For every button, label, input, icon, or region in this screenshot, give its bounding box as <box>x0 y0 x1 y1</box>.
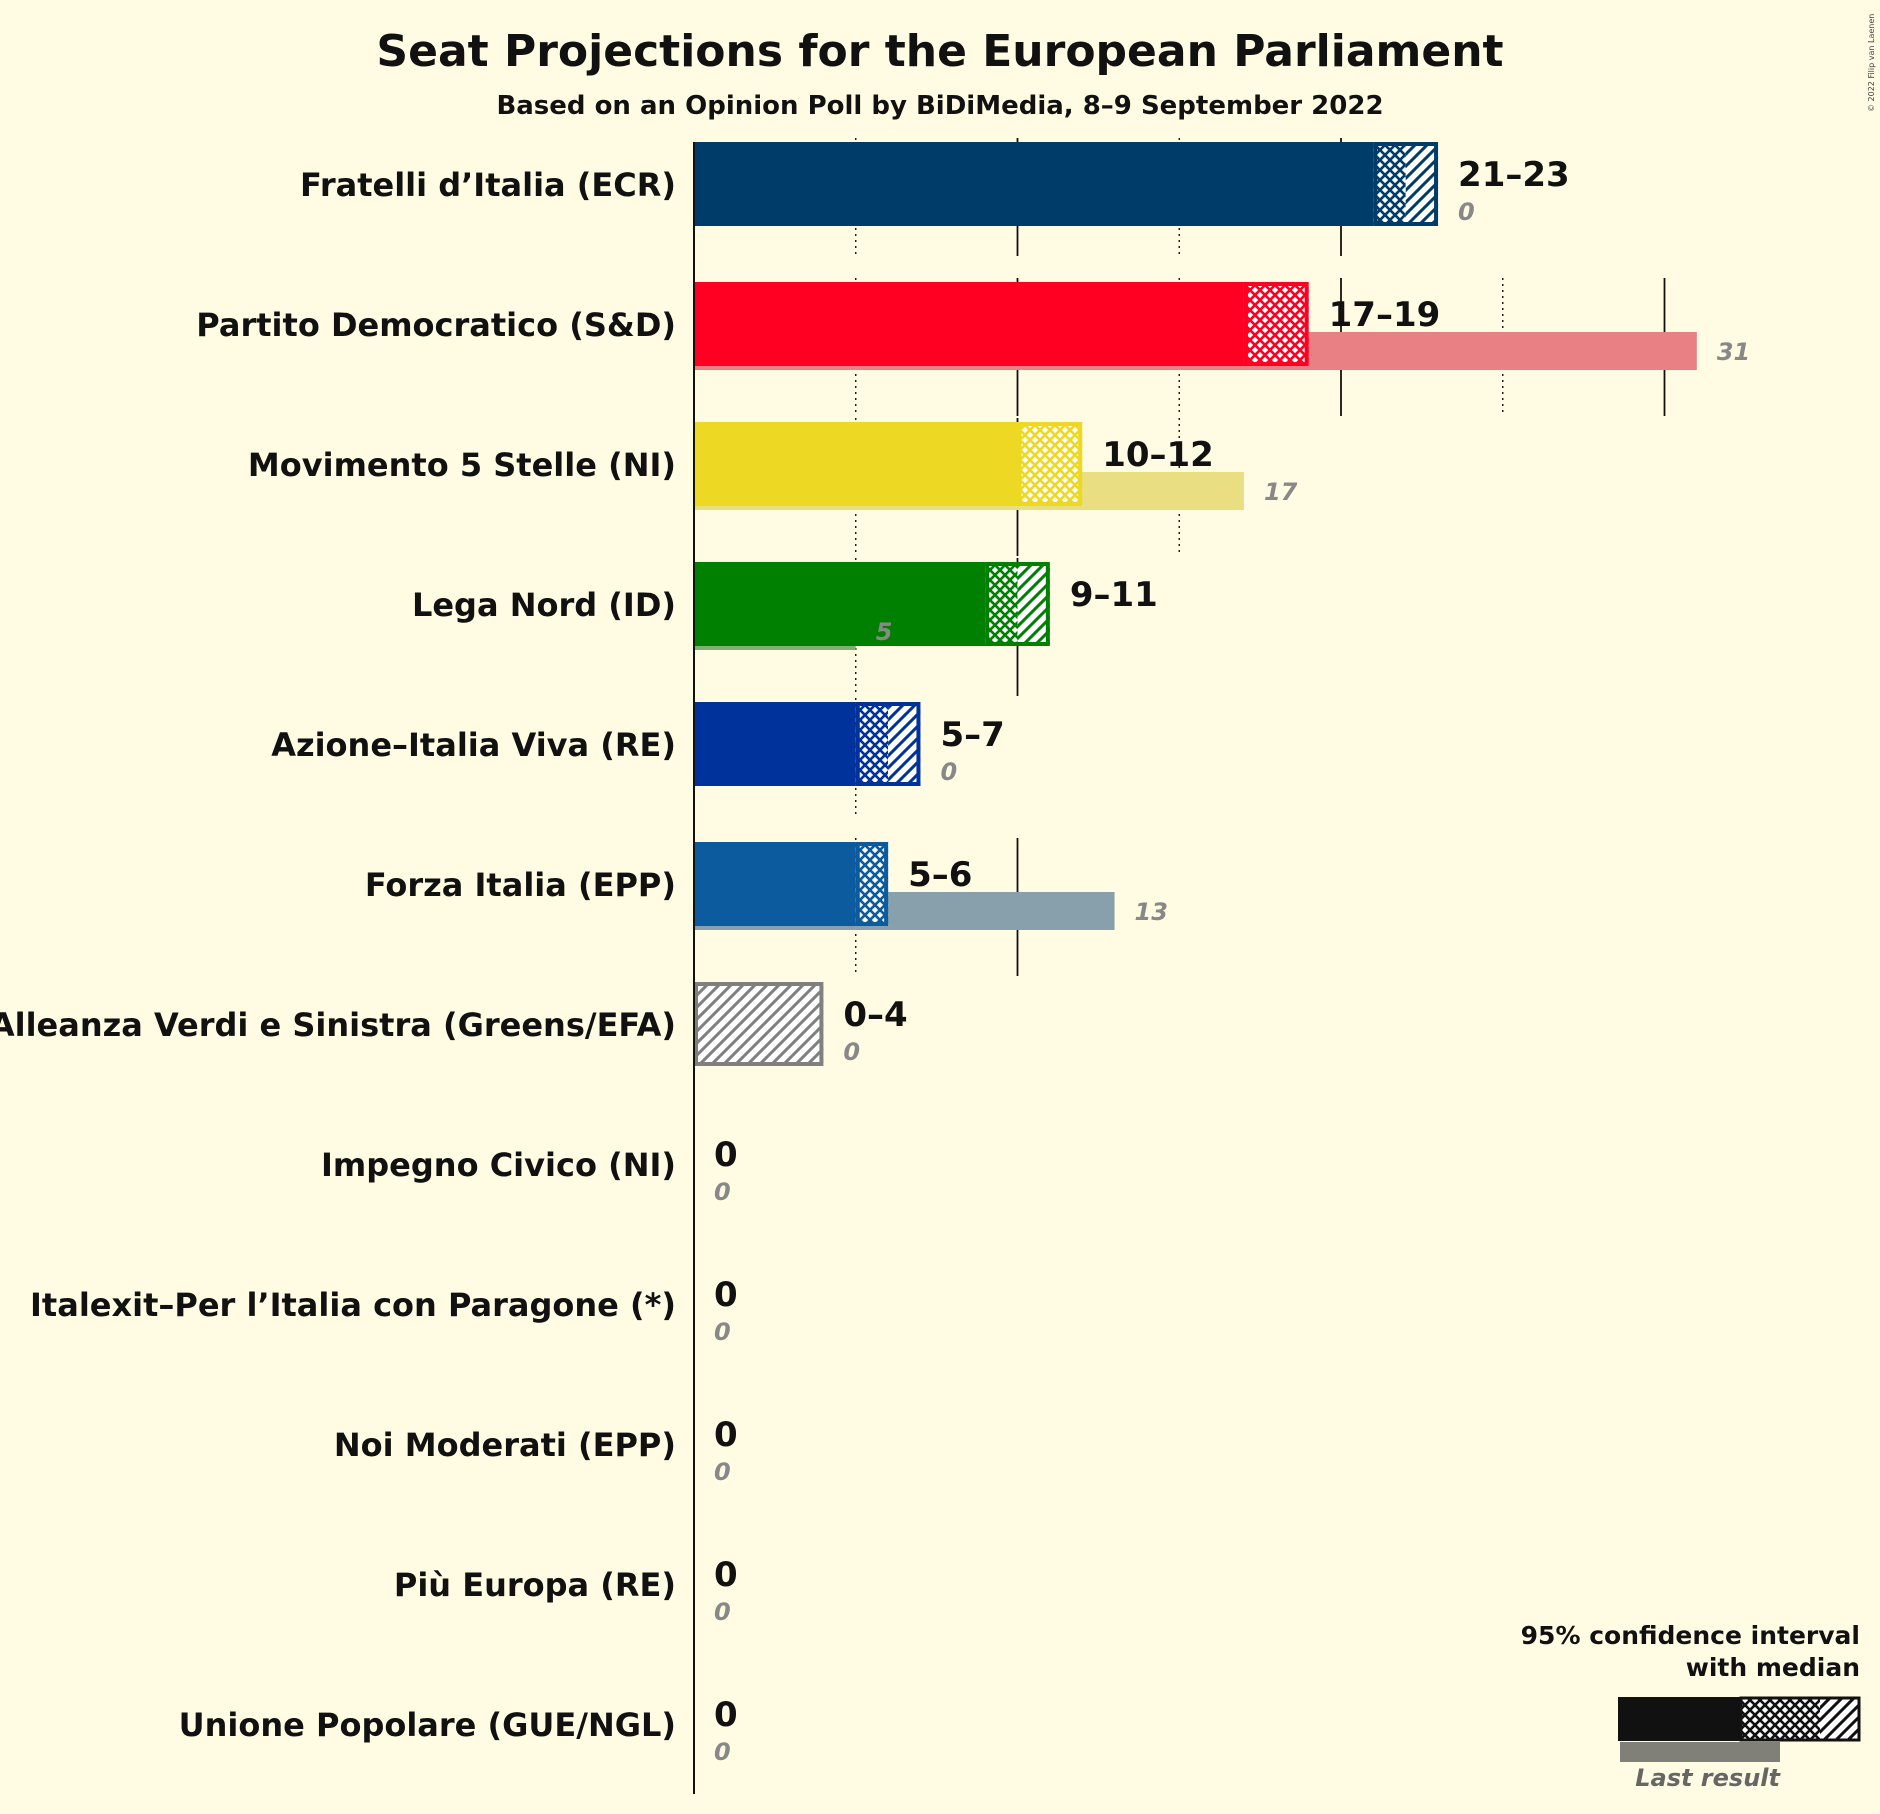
projection-bar <box>694 422 1018 506</box>
party-label: Azione–Italia Viva (RE) <box>271 726 676 764</box>
range-label: 0 <box>714 1135 738 1175</box>
party-label: Impegno Civico (NI) <box>321 1146 676 1184</box>
projection-bar <box>694 562 986 646</box>
party-label: Lega Nord (ID) <box>412 586 676 624</box>
party-row: Unione Popolare (GUE/NGL) 0 0 <box>179 1695 738 1766</box>
party-row: Noi Moderati (EPP) 0 0 <box>334 1415 738 1486</box>
last-result-label: 0 <box>714 1178 731 1206</box>
last-result-label: 0 <box>714 1738 731 1766</box>
projection-bar <box>694 142 1374 226</box>
party-label: Alleanza Verdi e Sinistra (Greens/EFA) <box>0 1006 676 1044</box>
ci-upper-segment <box>888 702 921 786</box>
ci-outline <box>855 702 921 786</box>
legend-solid-swatch <box>1618 1697 1740 1741</box>
party-row: Forza Italia (EPP) 5–6 13 <box>365 842 1168 930</box>
range-label: 5–7 <box>940 715 1004 755</box>
last-result-label: 5 <box>876 618 893 646</box>
party-row: Lega Nord (ID) 9–11 5 <box>412 562 1158 650</box>
range-label: 10–12 <box>1102 435 1214 475</box>
last-result-label: 0 <box>714 1598 731 1626</box>
chart-subtitle: Based on an Opinion Poll by BiDiMedia, 8… <box>496 91 1383 121</box>
last-result-label: 17 <box>1264 478 1298 506</box>
ci-outline <box>855 842 889 926</box>
legend-line2: with median <box>1686 1653 1860 1682</box>
range-label: 5–6 <box>908 855 972 895</box>
range-label: 0 <box>714 1275 738 1315</box>
projection-bar <box>694 842 856 926</box>
ci-lower-segment <box>855 842 889 926</box>
last-result-label: 0 <box>1458 198 1475 226</box>
legend-last-swatch <box>1620 1742 1780 1762</box>
party-label: Movimento 5 Stelle (NI) <box>248 446 676 484</box>
last-result-label: 0 <box>843 1038 860 1066</box>
ci-upper-segment <box>694 982 824 1066</box>
ci-lower-segment <box>985 562 1018 646</box>
party-row: Azione–Italia Viva (RE) 5–7 0 <box>271 702 1005 786</box>
party-label: Più Europa (RE) <box>394 1566 676 1604</box>
last-result-label: 0 <box>940 758 957 786</box>
party-row: Partito Democratico (S&D) 17–19 31 <box>196 282 1750 370</box>
ci-lower-segment <box>1243 282 1309 366</box>
ci-upper-segment <box>1405 142 1439 226</box>
range-label: 0–4 <box>843 995 907 1035</box>
party-row: Fratelli d’Italia (ECR) 21–23 0 <box>300 142 1570 226</box>
ci-upper-segment <box>1017 562 1050 646</box>
legend-hatch-swatch <box>1820 1697 1860 1741</box>
party-label: Unione Popolare (GUE/NGL) <box>179 1706 676 1744</box>
last-result-label: 13 <box>1135 898 1168 926</box>
ci-lower-segment <box>855 702 889 786</box>
party-label: Italexit–Per l’Italia con Paragone (*) <box>30 1286 676 1324</box>
last-result-label: 0 <box>714 1458 731 1486</box>
range-label: 0 <box>714 1695 738 1735</box>
range-label: 0 <box>714 1555 738 1595</box>
last-result-label: 0 <box>714 1318 731 1346</box>
range-label: 0 <box>714 1415 738 1455</box>
party-label: Partito Democratico (S&D) <box>196 306 676 344</box>
ci-outline <box>1017 422 1083 506</box>
copyright-notice: © 2022 Filip van Laenen <box>1867 14 1876 112</box>
range-label: 17–19 <box>1329 295 1441 335</box>
range-label: 21–23 <box>1458 155 1570 195</box>
party-row: Italexit–Per l’Italia con Paragone (*) 0 0 <box>30 1275 738 1346</box>
legend-ci-outline <box>1739 1696 1861 1742</box>
party-row: Più Europa (RE) 0 0 <box>394 1555 738 1626</box>
projection-bar <box>694 702 856 786</box>
ci-outline <box>694 982 824 1066</box>
legend-last-label: Last result <box>1635 1764 1781 1792</box>
legend: 95% confidence interval with median Last r… <box>1521 1621 1861 1792</box>
plot-area: Fratelli d’Italia (ECR) 21–23 0 Partito Dem… <box>0 138 1750 1794</box>
projection-bar <box>694 282 1244 366</box>
range-label: 9–11 <box>1070 575 1158 615</box>
legend-cross-swatch <box>1740 1697 1820 1741</box>
party-row: Impegno Civico (NI) 0 0 <box>321 1135 738 1206</box>
ci-lower-segment <box>1373 142 1406 226</box>
party-label: Fratelli d’Italia (ECR) <box>300 166 676 204</box>
ci-outline <box>1243 282 1309 366</box>
last-result-label: 31 <box>1717 338 1750 366</box>
party-label: Forza Italia (EPP) <box>365 866 676 904</box>
party-row: Alleanza Verdi e Sinistra (Greens/EFA) 0–… <box>0 982 908 1066</box>
party-row: Movimento 5 Stelle (NI) 10–12 17 <box>248 422 1298 510</box>
party-label: Noi Moderati (EPP) <box>334 1426 676 1464</box>
ci-outline <box>985 562 1050 646</box>
legend-line1: 95% confidence interval <box>1521 1621 1860 1650</box>
ci-outline <box>1373 142 1439 226</box>
ci-lower-segment <box>1017 422 1083 506</box>
chart-title: Seat Projections for the European Parlia… <box>376 26 1503 77</box>
gridlines <box>855 138 1666 976</box>
